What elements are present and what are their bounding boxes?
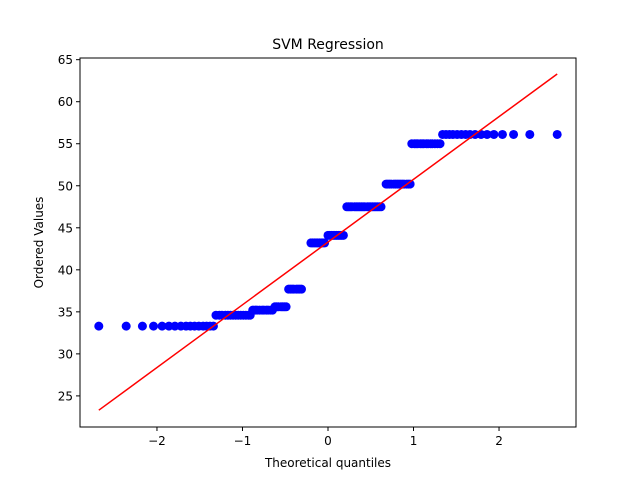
y-tick-label: 50 (58, 179, 73, 193)
data-point (320, 238, 330, 248)
data-point (552, 129, 562, 139)
x-axis-ticks: −2 −1 0 1 2 (148, 427, 503, 448)
y-tick-label: 60 (58, 95, 73, 109)
y-tick-label: 55 (58, 137, 73, 151)
y-tick-label: 45 (58, 221, 73, 235)
data-point (94, 321, 104, 331)
x-tick-label: 1 (410, 434, 418, 448)
y-axis-label: Ordered Values (32, 197, 46, 289)
data-point (137, 321, 147, 331)
data-point (497, 129, 507, 139)
data-point (509, 129, 519, 139)
y-tick-label: 35 (58, 305, 73, 319)
data-point (482, 129, 492, 139)
fit-line-layer (98, 73, 558, 411)
plot-frame (79, 57, 577, 428)
data-point (435, 139, 445, 149)
x-axis-label: Theoretical quantiles (264, 456, 391, 470)
data-point (296, 284, 306, 294)
y-tick-label: 25 (58, 389, 73, 403)
x-tick-label: 2 (495, 434, 503, 448)
data-point (149, 321, 159, 331)
y-axis-ticks: 25 30 35 40 45 50 55 60 65 (58, 53, 80, 403)
data-point (157, 321, 167, 331)
y-tick-label: 65 (58, 53, 73, 67)
data-point (525, 129, 535, 139)
y-tick-label: 40 (58, 263, 73, 277)
x-tick-label: 0 (324, 434, 332, 448)
data-point (489, 129, 499, 139)
x-tick-label: −2 (148, 434, 166, 448)
fit-line (98, 73, 558, 411)
data-point (405, 179, 415, 189)
y-tick-label: 30 (58, 347, 73, 361)
data-point (121, 321, 131, 331)
x-tick-label: −1 (234, 434, 252, 448)
chart-title: SVM Regression (272, 37, 384, 53)
data-point (281, 302, 291, 312)
